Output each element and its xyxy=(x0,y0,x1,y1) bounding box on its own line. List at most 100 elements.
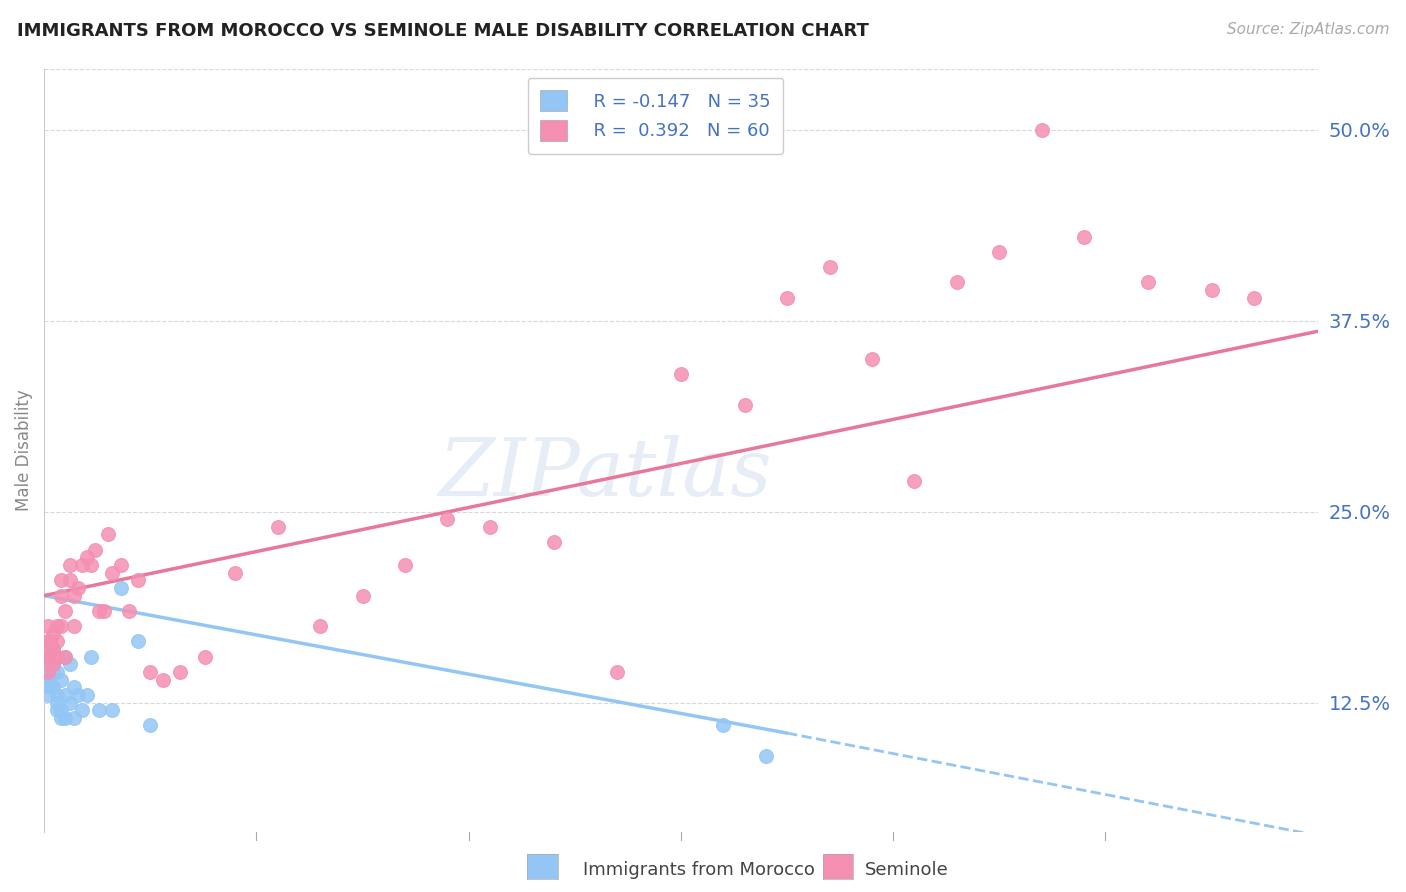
Point xyxy=(53,688,76,702)
Point xyxy=(49,574,72,588)
Point xyxy=(45,688,67,702)
Point xyxy=(67,581,90,595)
Point xyxy=(755,749,778,764)
Point xyxy=(734,398,756,412)
Point xyxy=(110,581,132,595)
Point xyxy=(946,276,969,290)
Point xyxy=(58,657,80,672)
Point xyxy=(1243,291,1265,305)
Point xyxy=(58,558,80,572)
Point xyxy=(35,673,58,687)
Point xyxy=(41,657,63,672)
Point xyxy=(45,696,67,710)
Point xyxy=(37,649,59,664)
Text: Immigrants from Morocco: Immigrants from Morocco xyxy=(583,861,815,879)
Point xyxy=(169,665,191,679)
Point xyxy=(41,665,63,679)
Point xyxy=(1073,229,1095,244)
Point xyxy=(669,367,692,381)
Point xyxy=(352,589,374,603)
Point xyxy=(63,680,86,694)
Point xyxy=(72,703,94,717)
Point xyxy=(37,642,59,657)
Point xyxy=(41,680,63,694)
Point xyxy=(84,542,107,557)
Point xyxy=(45,619,67,633)
Point xyxy=(53,711,76,725)
Point xyxy=(110,558,132,572)
Point xyxy=(37,619,59,633)
Point xyxy=(49,619,72,633)
Point xyxy=(45,665,67,679)
Point xyxy=(45,649,67,664)
Text: ZIPatlas: ZIPatlas xyxy=(437,434,772,512)
Point xyxy=(194,649,217,664)
Point xyxy=(266,520,288,534)
Point xyxy=(118,604,141,618)
Point xyxy=(63,589,86,603)
Point xyxy=(37,657,59,672)
Point xyxy=(93,604,115,618)
Point xyxy=(45,703,67,717)
Point xyxy=(818,260,841,274)
Point xyxy=(39,680,62,694)
Point xyxy=(1201,283,1223,297)
Point xyxy=(35,649,58,664)
Point xyxy=(41,642,63,657)
Point xyxy=(139,665,162,679)
Text: Seminole: Seminole xyxy=(865,861,949,879)
Point xyxy=(37,634,59,648)
Point xyxy=(224,566,246,580)
Text: IMMIGRANTS FROM MOROCCO VS SEMINOLE MALE DISABILITY CORRELATION CHART: IMMIGRANTS FROM MOROCCO VS SEMINOLE MALE… xyxy=(17,22,869,40)
Point xyxy=(39,634,62,648)
Point xyxy=(76,550,98,565)
Point xyxy=(49,703,72,717)
Point xyxy=(63,619,86,633)
Point xyxy=(58,574,80,588)
Point xyxy=(394,558,416,572)
Point xyxy=(80,558,103,572)
Point xyxy=(38,673,60,687)
Point xyxy=(713,718,735,732)
Point xyxy=(860,351,883,366)
Point xyxy=(127,634,149,648)
Point xyxy=(101,566,124,580)
Point xyxy=(41,642,63,657)
Point xyxy=(89,604,111,618)
Point xyxy=(139,718,162,732)
Point xyxy=(89,703,111,717)
Legend:   R = -0.147   N = 35,   R =  0.392   N = 60: R = -0.147 N = 35, R = 0.392 N = 60 xyxy=(527,78,783,153)
Point xyxy=(38,649,60,664)
Point xyxy=(49,673,72,687)
Point xyxy=(606,665,628,679)
Point xyxy=(478,520,501,534)
Point xyxy=(45,634,67,648)
Point xyxy=(76,688,98,702)
Point xyxy=(72,558,94,572)
Point xyxy=(776,291,799,305)
Point xyxy=(63,711,86,725)
Point xyxy=(1136,276,1159,290)
Point xyxy=(49,589,72,603)
Text: Source: ZipAtlas.com: Source: ZipAtlas.com xyxy=(1226,22,1389,37)
Point xyxy=(80,649,103,664)
Point xyxy=(49,711,72,725)
Point xyxy=(543,535,565,549)
Point xyxy=(41,657,63,672)
Y-axis label: Male Disability: Male Disability xyxy=(15,390,32,511)
Point xyxy=(903,474,925,488)
Point xyxy=(58,696,80,710)
Point xyxy=(436,512,458,526)
Point xyxy=(53,649,76,664)
Point xyxy=(67,688,90,702)
Point xyxy=(97,527,120,541)
Point xyxy=(37,665,59,679)
Point xyxy=(152,673,174,687)
Point xyxy=(53,604,76,618)
Point xyxy=(127,574,149,588)
Point xyxy=(101,703,124,717)
Point xyxy=(37,688,59,702)
Point xyxy=(41,627,63,641)
Point xyxy=(309,619,332,633)
Point xyxy=(988,244,1011,259)
